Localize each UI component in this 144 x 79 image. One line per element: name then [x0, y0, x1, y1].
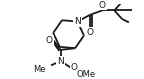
Text: Me: Me [33, 65, 46, 74]
Text: N: N [74, 17, 81, 26]
Text: OMe: OMe [77, 70, 96, 79]
Text: O: O [99, 1, 106, 10]
Text: O: O [87, 28, 94, 37]
Text: O: O [71, 63, 78, 72]
Text: N: N [57, 57, 64, 66]
Text: O: O [46, 36, 53, 45]
